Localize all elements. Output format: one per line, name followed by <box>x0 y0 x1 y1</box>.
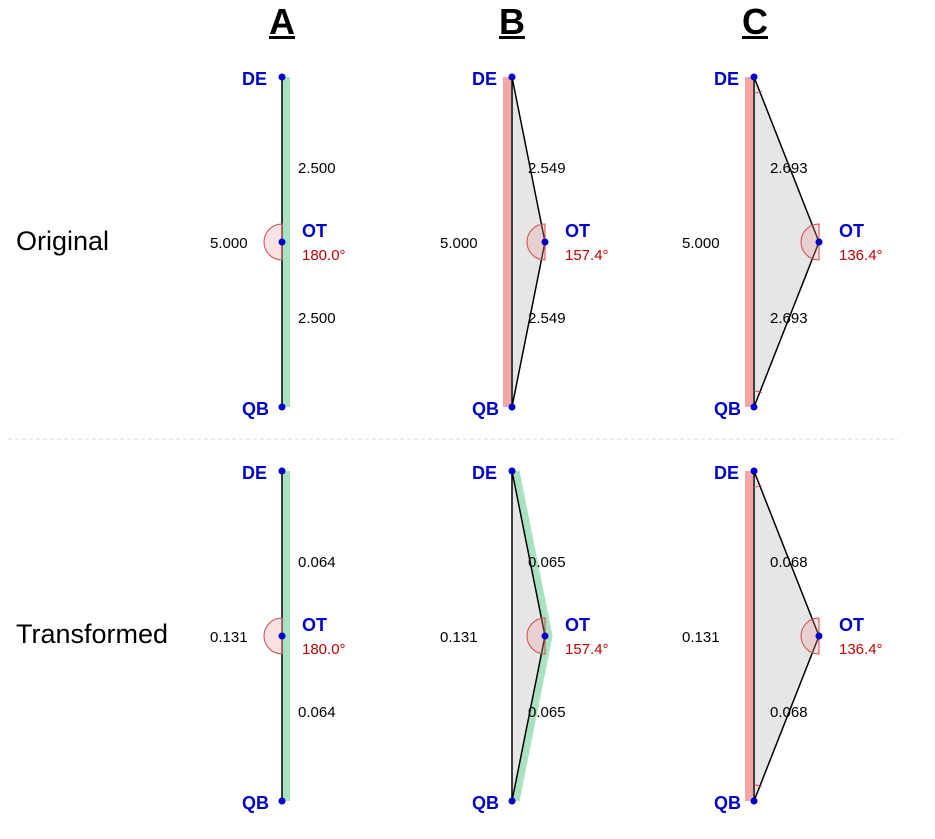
point-label-qb: QB <box>242 793 269 813</box>
lower-side-length: 0.065 <box>528 704 566 721</box>
point-label-ot: OT <box>565 221 590 241</box>
corner-angle-arc <box>753 484 763 488</box>
apex-angle-arc <box>263 617 283 655</box>
base-length: 5.000 <box>440 235 478 252</box>
point-de <box>750 467 758 475</box>
sides-highlight <box>512 470 553 802</box>
point-label-qb: QB <box>714 793 741 813</box>
row-label-transformed: Transformed <box>16 619 169 649</box>
angle-value: 136.4° <box>839 247 883 264</box>
point-qb <box>508 403 516 411</box>
column-header-a: A <box>269 1 295 42</box>
lower-side-length: 0.068 <box>770 704 808 721</box>
point-de <box>278 467 286 475</box>
point-qb <box>278 403 286 411</box>
point-ot <box>815 238 823 246</box>
upper-side-length: 0.064 <box>298 554 336 571</box>
upper-side-length: 0.065 <box>528 554 566 571</box>
base-length: 0.131 <box>210 629 248 646</box>
angle-value: 157.4° <box>565 247 609 264</box>
upper-side-length: 2.500 <box>298 160 336 177</box>
point-label-qb: QB <box>472 793 499 813</box>
angle-value: 136.4° <box>839 641 883 658</box>
point-de <box>278 73 286 81</box>
point-de <box>508 467 516 475</box>
column-header-c: C <box>742 1 768 42</box>
row-label-original: Original <box>16 226 110 256</box>
triangle-cell: DE QB OT 136.4° 5.000 2.693 2.693 <box>682 69 883 419</box>
column-header-b: B <box>499 1 525 42</box>
point-label-ot: OT <box>839 221 864 241</box>
corner-angle-arc <box>753 390 763 394</box>
point-ot <box>541 238 549 246</box>
point-label-ot: OT <box>839 615 864 635</box>
point-label-de: DE <box>472 463 497 483</box>
triangle-cell: DE QB OT 157.4° 0.131 0.065 0.065 <box>440 463 609 813</box>
triangle-cell: DE QB OT 180.0° 0.131 0.064 0.064 <box>210 463 346 813</box>
base-length: 0.131 <box>440 629 478 646</box>
point-label-qb: QB <box>472 399 499 419</box>
corner-angle-arc <box>753 784 763 788</box>
point-ot <box>815 632 823 640</box>
point-label-de: DE <box>242 463 267 483</box>
angle-value: 180.0° <box>302 247 346 264</box>
base-length: 0.131 <box>682 629 720 646</box>
triangle-cell: DE QB OT 157.4° 5.000 2.549 2.549 <box>440 69 609 419</box>
triangle-shape <box>511 76 546 408</box>
lower-side-length: 2.549 <box>528 310 566 327</box>
angle-value: 157.4° <box>565 641 609 658</box>
point-de <box>508 73 516 81</box>
lower-side-length: 0.064 <box>298 704 336 721</box>
apex-angle-arc <box>526 223 546 261</box>
point-ot <box>278 238 286 246</box>
lower-side-length: 2.693 <box>770 310 808 327</box>
point-label-ot: OT <box>302 615 327 635</box>
triangle-shape <box>753 76 820 408</box>
point-qb <box>508 797 516 805</box>
point-label-qb: QB <box>714 399 741 419</box>
base-length: 5.000 <box>210 235 248 252</box>
base-length: 5.000 <box>682 235 720 252</box>
lower-side-length: 2.500 <box>298 310 336 327</box>
apex-angle-arc <box>800 223 820 261</box>
apex-angle-arc <box>263 223 283 261</box>
point-label-de: DE <box>714 69 739 89</box>
triangle-shape <box>511 470 546 802</box>
upper-side-length: 0.068 <box>770 554 808 571</box>
triangle-shape <box>753 470 820 802</box>
point-label-de: DE <box>472 69 497 89</box>
point-label-qb: QB <box>242 399 269 419</box>
point-ot <box>278 632 286 640</box>
point-qb <box>750 797 758 805</box>
point-qb <box>750 403 758 411</box>
point-ot <box>541 632 549 640</box>
apex-angle-arc <box>800 617 820 655</box>
point-label-ot: OT <box>565 615 590 635</box>
point-label-ot: OT <box>302 221 327 241</box>
triangle-cell: DE QB OT 136.4° 0.131 0.068 0.068 <box>682 463 883 813</box>
point-label-de: DE <box>714 463 739 483</box>
angle-value: 180.0° <box>302 641 346 658</box>
upper-side-length: 2.693 <box>770 160 808 177</box>
apex-angle-arc <box>526 617 546 655</box>
point-label-de: DE <box>242 69 267 89</box>
triangle-cell: DE QB OT 180.0° 5.000 2.500 2.500 <box>210 69 346 419</box>
upper-side-length: 2.549 <box>528 160 566 177</box>
corner-angle-arc <box>753 90 763 94</box>
point-qb <box>278 797 286 805</box>
point-de <box>750 73 758 81</box>
